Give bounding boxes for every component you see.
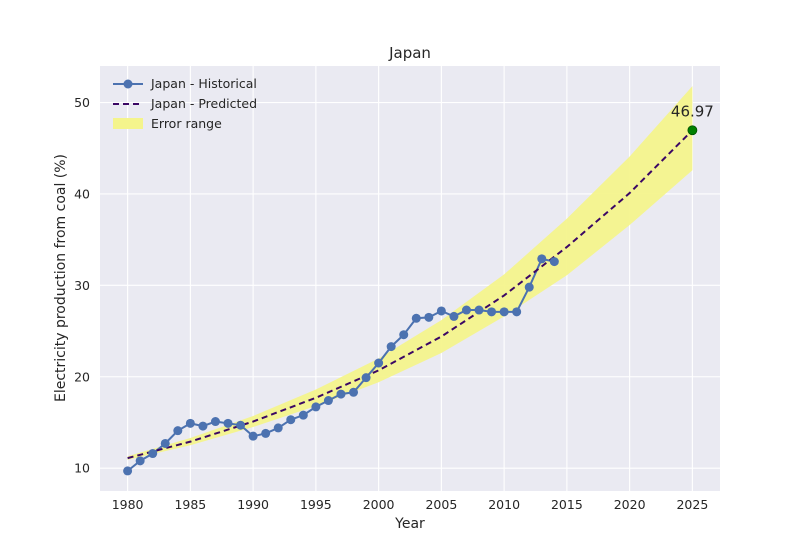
historical-point [273,423,283,433]
x-tick-label: 2010 [488,497,520,512]
historical-point [436,306,446,316]
chart-title: Japan [388,44,431,62]
grid [100,66,720,491]
historical-point [361,373,371,383]
x-tick-label: 2025 [676,497,708,512]
historical-point [349,387,359,397]
x-tick-labels: 1980 1985 1990 1995 2000 2005 2010 2015 2020 2025 [112,497,709,512]
historical-point [323,396,333,406]
historical-point [336,389,346,399]
legend-band-label: Error range [151,116,222,131]
y-axis-label: Electricity production from coal (%) [53,154,69,402]
x-tick-label: 1990 [237,497,269,512]
historical-point [537,254,547,264]
historical-point [248,431,258,441]
historical-point [185,418,195,428]
historical-point [173,426,183,436]
x-tick-label: 2020 [614,497,646,512]
x-tick-label: 1985 [174,497,206,512]
historical-point [298,410,308,420]
x-tick-label: 1980 [112,497,144,512]
historical-point [474,305,484,315]
legend-historical-label: Japan - Historical [150,76,257,91]
x-tick-label: 2015 [551,497,583,512]
historical-point [123,466,133,476]
historical-point [210,417,220,427]
y-tick-label: 30 [74,278,90,293]
x-tick-label: 2000 [363,497,395,512]
historical-point [160,438,170,448]
y-tick-label: 50 [74,95,90,110]
historical-point [487,307,497,317]
historical-point [449,311,459,321]
historical-point [512,307,522,317]
historical-point [424,312,434,322]
legend-predicted-label: Japan - Predicted [150,96,257,111]
legend-band-swatch [113,118,143,129]
x-axis-label: Year [394,516,425,532]
y-tick-label: 40 [74,186,90,201]
historical-point [311,402,321,412]
historical-point [524,282,534,292]
historical-point [411,313,421,323]
legend-historical-marker [123,79,133,89]
legend: Japan - Historical Japan - Predicted Err… [113,76,257,131]
historical-point [399,330,409,340]
historical-point [286,415,296,425]
historical-point [261,428,271,438]
predicted-line [127,129,694,460]
endpoint-annotation: 46.97 [671,102,714,120]
historical-point [386,342,396,352]
predicted-endpoint [687,125,698,136]
historical-point [236,420,246,430]
y-tick-label: 20 [74,369,90,384]
x-tick-label: 2005 [425,497,457,512]
historical-point [499,307,509,317]
x-tick-label: 1995 [300,497,332,512]
historical-point [549,257,559,267]
y-tick-labels: 10 20 30 40 50 [74,95,90,476]
historical-point [374,358,384,368]
historical-point [223,418,233,428]
y-tick-label: 10 [74,461,90,476]
historical-point [148,449,158,459]
historical-point [135,456,145,466]
historical-point [198,421,208,431]
series-markers [123,125,698,476]
plot-background [100,66,720,491]
historical-point [461,305,471,315]
